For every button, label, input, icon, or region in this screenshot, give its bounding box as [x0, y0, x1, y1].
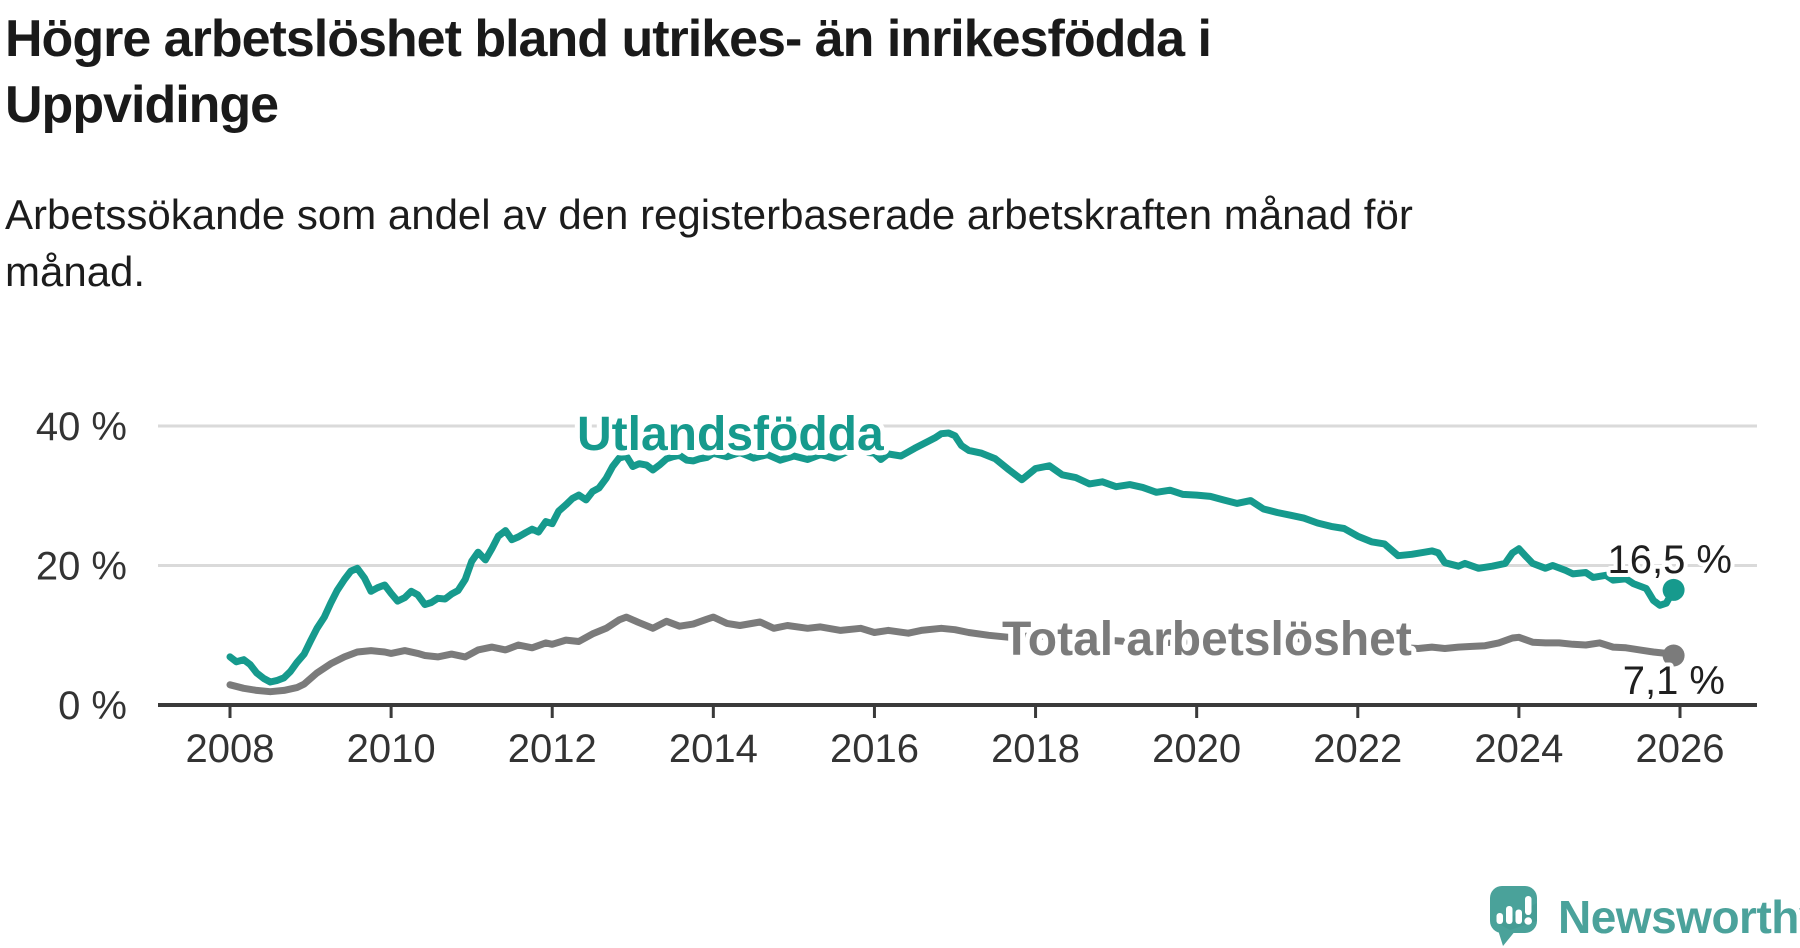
utlandsfodda-line	[226, 429, 1678, 686]
series-label-utlandsfodda: Utlandsfödda	[577, 408, 884, 461]
x-tick-label: 2014	[669, 727, 758, 771]
series-lines	[226, 429, 1678, 696]
utlandsfodda-end-dot	[1662, 578, 1685, 601]
logo-bar-2	[1506, 906, 1513, 924]
total-arbetsloshet-end-dot	[1662, 644, 1685, 667]
series-end-dots	[1662, 578, 1685, 667]
end-value-label-total: 7,1 %	[1623, 659, 1725, 703]
x-tick-label: 2016	[830, 727, 919, 771]
gridlines	[158, 424, 1757, 567]
end-value-label-utlandsfodda: 16,5 %	[1607, 538, 1732, 582]
chart-subtitle: Arbetssökande som andel av den registerb…	[5, 186, 1413, 300]
x-tick-label: 2008	[186, 727, 275, 771]
newsworthy-logo-icon	[1490, 886, 1537, 946]
newsworthy-wordmark: Newsworthy	[1558, 891, 1800, 943]
chart-subtitle-line-2: månad.	[5, 248, 146, 295]
x-tick-label: 2026	[1636, 727, 1725, 771]
chart-title-line-2: Uppvidinge	[5, 76, 279, 134]
x-tick-label: 2024	[1474, 727, 1563, 771]
logo-bar-3	[1515, 909, 1522, 924]
total-arbetsloshet-line	[226, 613, 1678, 696]
y-tick-label: 20 %	[36, 545, 127, 589]
logo-exclamation-dot	[1524, 917, 1532, 925]
y-tick-label: 40 %	[36, 405, 127, 449]
x-tick-label: 2020	[1152, 727, 1241, 771]
x-tick-label: 2010	[347, 727, 436, 771]
x-tick-label: 2018	[991, 727, 1080, 771]
series-label-total-arbetsloshet: Total arbetslöshet	[1002, 613, 1412, 666]
logo-bar-1	[1496, 913, 1503, 924]
x-tick-label: 2022	[1313, 727, 1402, 771]
x-axis: 2008 2010 2012 2014 2016 2018 2020 2022 2024 2026…	[36, 405, 1757, 771]
chart-subtitle-line-1: Arbetssökande som andel av den registerb…	[5, 191, 1413, 238]
x-tick-label: 2012	[508, 727, 597, 771]
logo-exclamation-bar	[1525, 896, 1532, 915]
logo-bubble-tail	[1498, 930, 1516, 946]
y-tick-label: 0 %	[58, 684, 127, 728]
chart-title-line-1: Högre arbetslöshet bland utrikes- än inr…	[5, 10, 1212, 68]
chart-title: Högre arbetslöshet bland utrikes- än inr…	[5, 6, 1212, 138]
